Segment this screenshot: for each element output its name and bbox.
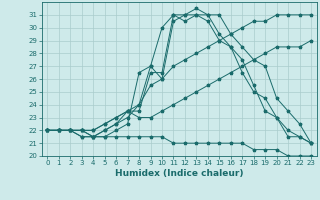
X-axis label: Humidex (Indice chaleur): Humidex (Indice chaleur) <box>115 169 244 178</box>
